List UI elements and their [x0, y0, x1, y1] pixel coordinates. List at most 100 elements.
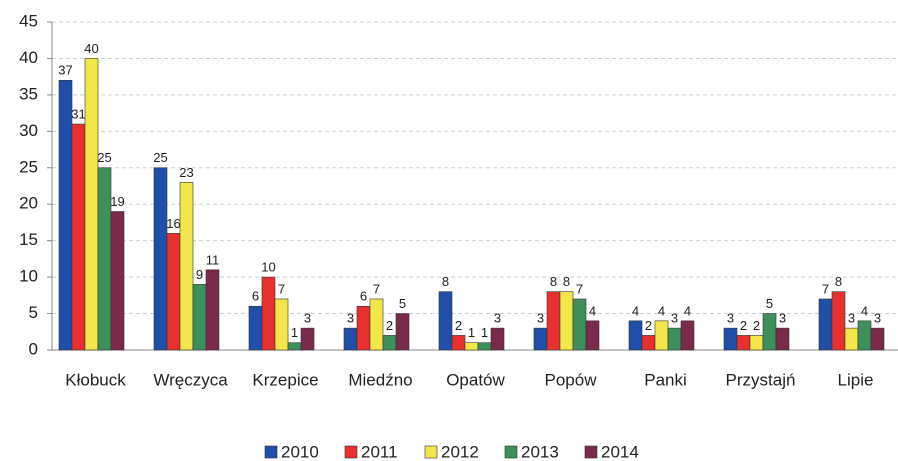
bar — [58, 80, 73, 351]
value-label: 4 — [632, 303, 639, 318]
value-label: 9 — [196, 267, 203, 282]
value-label: 23 — [179, 165, 193, 180]
y-tick-label: 25 — [19, 157, 38, 176]
value-label: 3 — [874, 311, 881, 326]
x-tick-label: Popów — [545, 370, 598, 389]
x-tick-label: Panki — [644, 370, 687, 389]
bar — [559, 291, 574, 351]
bar — [857, 320, 872, 351]
bar — [723, 327, 738, 351]
bar — [464, 342, 479, 351]
value-label: 4 — [684, 303, 691, 318]
value-label: 8 — [563, 274, 570, 289]
value-label: 7 — [278, 281, 285, 296]
legend-swatch — [504, 445, 518, 459]
value-label: 2 — [753, 318, 760, 333]
value-label: 1 — [468, 325, 475, 340]
x-tick-label: Miedźno — [348, 370, 412, 389]
value-label: 19 — [110, 194, 124, 209]
value-label: 1 — [481, 325, 488, 340]
value-label: 4 — [658, 303, 665, 318]
y-tick-label: 10 — [19, 267, 38, 286]
y-tick-label: 5 — [29, 303, 38, 322]
bar — [775, 327, 790, 351]
value-label: 2 — [645, 318, 652, 333]
legend-label: 2014 — [601, 442, 639, 461]
value-label: 11 — [206, 252, 220, 267]
bar — [205, 269, 220, 351]
value-label: 6 — [252, 289, 259, 304]
bar — [667, 327, 682, 351]
value-label: 37 — [58, 63, 72, 78]
bar — [749, 335, 764, 351]
bar — [274, 298, 289, 351]
value-label: 8 — [835, 274, 842, 289]
bar — [84, 58, 99, 351]
bar — [343, 327, 358, 351]
value-label: 3 — [727, 311, 734, 326]
bar — [300, 327, 315, 351]
legend-label: 2013 — [521, 442, 559, 461]
legend-swatch — [344, 445, 358, 459]
bar — [110, 211, 125, 351]
bar — [736, 335, 751, 351]
bar — [546, 291, 561, 351]
value-label: 40 — [84, 41, 98, 56]
bar — [831, 291, 846, 351]
value-label: 7 — [373, 281, 380, 296]
value-label: 3 — [347, 311, 354, 326]
value-label: 3 — [537, 311, 544, 326]
value-label: 1 — [291, 325, 298, 340]
value-label: 2 — [455, 318, 462, 333]
value-label: 7 — [576, 281, 583, 296]
bar — [572, 298, 587, 351]
x-tick-label: Lipie — [838, 370, 874, 389]
value-label: 16 — [166, 216, 180, 231]
x-tick-label: Opatów — [446, 370, 505, 389]
value-label: 6 — [360, 289, 367, 304]
value-label: 8 — [442, 274, 449, 289]
bar — [248, 305, 263, 351]
y-tick-label: 45 — [19, 11, 38, 30]
bar — [382, 335, 397, 351]
legend-swatch — [264, 445, 278, 459]
value-label: 2 — [740, 318, 747, 333]
bar — [654, 320, 669, 351]
value-label: 3 — [304, 311, 311, 326]
bar — [818, 298, 833, 351]
value-label: 3 — [848, 311, 855, 326]
bar — [680, 320, 695, 351]
value-label: 8 — [550, 274, 557, 289]
value-label: 4 — [861, 303, 868, 318]
legend-label: 2011 — [361, 442, 398, 461]
x-tick-label: Kłobuck — [65, 370, 126, 389]
value-label: 7 — [822, 281, 829, 296]
bar — [71, 123, 86, 351]
bar — [844, 327, 859, 351]
bar — [490, 327, 505, 351]
legend-swatch — [584, 445, 598, 459]
y-tick-label: 0 — [29, 339, 38, 358]
bar — [451, 335, 466, 351]
bar — [287, 342, 302, 351]
legend-swatch — [424, 445, 438, 459]
x-tick-label: Przystajń — [726, 370, 796, 389]
bar — [533, 327, 548, 351]
value-label: 5 — [399, 296, 406, 311]
value-label: 25 — [153, 150, 167, 165]
bar — [438, 291, 453, 351]
value-label: 4 — [589, 303, 596, 318]
bar — [153, 167, 168, 351]
x-tick-label: Wręczyca — [153, 370, 228, 389]
bar — [369, 298, 384, 351]
bar — [356, 305, 371, 351]
bar — [641, 335, 656, 351]
y-tick-label: 15 — [19, 230, 38, 249]
y-tick-label: 35 — [19, 84, 38, 103]
bar — [261, 276, 276, 351]
x-tick-label: Krzepice — [252, 370, 318, 389]
bar — [585, 320, 600, 351]
legend-label: 2010 — [281, 442, 319, 461]
value-label: 2 — [386, 318, 393, 333]
